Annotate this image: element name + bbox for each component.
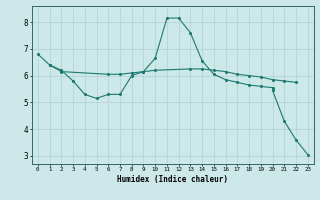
- X-axis label: Humidex (Indice chaleur): Humidex (Indice chaleur): [117, 175, 228, 184]
